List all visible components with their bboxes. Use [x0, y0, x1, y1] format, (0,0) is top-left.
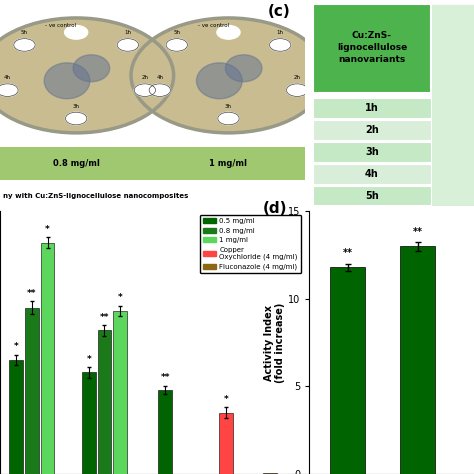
Text: 4h: 4h — [4, 75, 11, 80]
Text: (c): (c) — [268, 4, 291, 19]
Circle shape — [0, 18, 173, 133]
Text: 0.8 mg/ml: 0.8 mg/ml — [53, 159, 100, 168]
Circle shape — [134, 84, 155, 96]
Circle shape — [270, 39, 291, 51]
Bar — [82, 373, 96, 474]
Text: 2h: 2h — [294, 75, 301, 80]
FancyBboxPatch shape — [313, 142, 431, 162]
FancyBboxPatch shape — [0, 183, 305, 207]
Text: 1 mg/ml: 1 mg/ml — [210, 159, 247, 168]
Circle shape — [64, 26, 88, 39]
Y-axis label: Activity Index
(fold increase): Activity Index (fold increase) — [264, 302, 285, 383]
Circle shape — [217, 26, 240, 39]
Bar — [401, 246, 436, 474]
Text: 3h: 3h — [73, 104, 80, 109]
Bar — [25, 308, 39, 474]
Text: *: * — [86, 355, 91, 364]
Ellipse shape — [44, 63, 90, 99]
Text: Cu:ZnS-
lignocellulose
nanovariants: Cu:ZnS- lignocellulose nanovariants — [337, 31, 407, 64]
Bar — [9, 360, 23, 474]
Text: *: * — [224, 395, 228, 404]
Text: 1h: 1h — [124, 30, 131, 35]
Circle shape — [166, 39, 187, 51]
FancyBboxPatch shape — [313, 120, 431, 140]
Bar — [41, 243, 55, 474]
Text: 3h: 3h — [225, 104, 232, 109]
FancyBboxPatch shape — [313, 98, 431, 118]
Bar — [158, 390, 172, 474]
Text: 5h: 5h — [21, 30, 28, 35]
Text: - ve control: - ve control — [198, 23, 229, 27]
Text: 1h: 1h — [365, 103, 379, 113]
Text: 2h: 2h — [141, 75, 148, 80]
Circle shape — [149, 84, 171, 96]
Text: **: ** — [413, 227, 423, 237]
Text: 3h: 3h — [365, 147, 379, 157]
Legend: 0.5 mg/ml, 0.8 mg/ml, 1 mg/ml, Copper
Oxychloride (4 mg/ml), Fluconazole (4 mg/m: 0.5 mg/ml, 0.8 mg/ml, 1 mg/ml, Copper Ox… — [200, 215, 301, 273]
FancyBboxPatch shape — [313, 4, 431, 93]
Text: ny with Cu:ZnS-lignocellulose nanocomposites: ny with Cu:ZnS-lignocellulose nanocompos… — [3, 193, 189, 199]
Bar — [219, 413, 233, 474]
Bar — [98, 330, 111, 474]
Ellipse shape — [73, 55, 109, 82]
Text: 4h: 4h — [156, 75, 163, 80]
Circle shape — [286, 84, 308, 96]
Text: 5h: 5h — [365, 191, 379, 201]
FancyBboxPatch shape — [313, 164, 431, 183]
Text: **: ** — [27, 289, 36, 298]
Text: *: * — [118, 293, 122, 302]
Circle shape — [0, 84, 18, 96]
Bar — [330, 267, 365, 474]
Text: - ve control: - ve control — [46, 23, 76, 27]
FancyBboxPatch shape — [0, 147, 305, 180]
Text: **: ** — [100, 312, 109, 321]
Circle shape — [14, 39, 35, 51]
Circle shape — [131, 18, 326, 133]
Text: 1h: 1h — [277, 30, 283, 35]
Circle shape — [65, 112, 87, 125]
FancyBboxPatch shape — [431, 4, 474, 207]
Text: *: * — [14, 342, 18, 351]
Text: 4h: 4h — [365, 169, 379, 179]
Circle shape — [218, 112, 239, 125]
Text: **: ** — [161, 373, 170, 382]
FancyBboxPatch shape — [313, 186, 431, 205]
Text: *: * — [45, 225, 50, 234]
Bar — [263, 473, 277, 474]
Text: **: ** — [343, 248, 353, 258]
Ellipse shape — [226, 55, 262, 82]
Text: (d): (d) — [263, 201, 288, 216]
Circle shape — [117, 39, 138, 51]
Bar — [113, 311, 127, 474]
Text: 5h: 5h — [173, 30, 180, 35]
Ellipse shape — [197, 63, 242, 99]
Text: 2h: 2h — [365, 125, 379, 135]
